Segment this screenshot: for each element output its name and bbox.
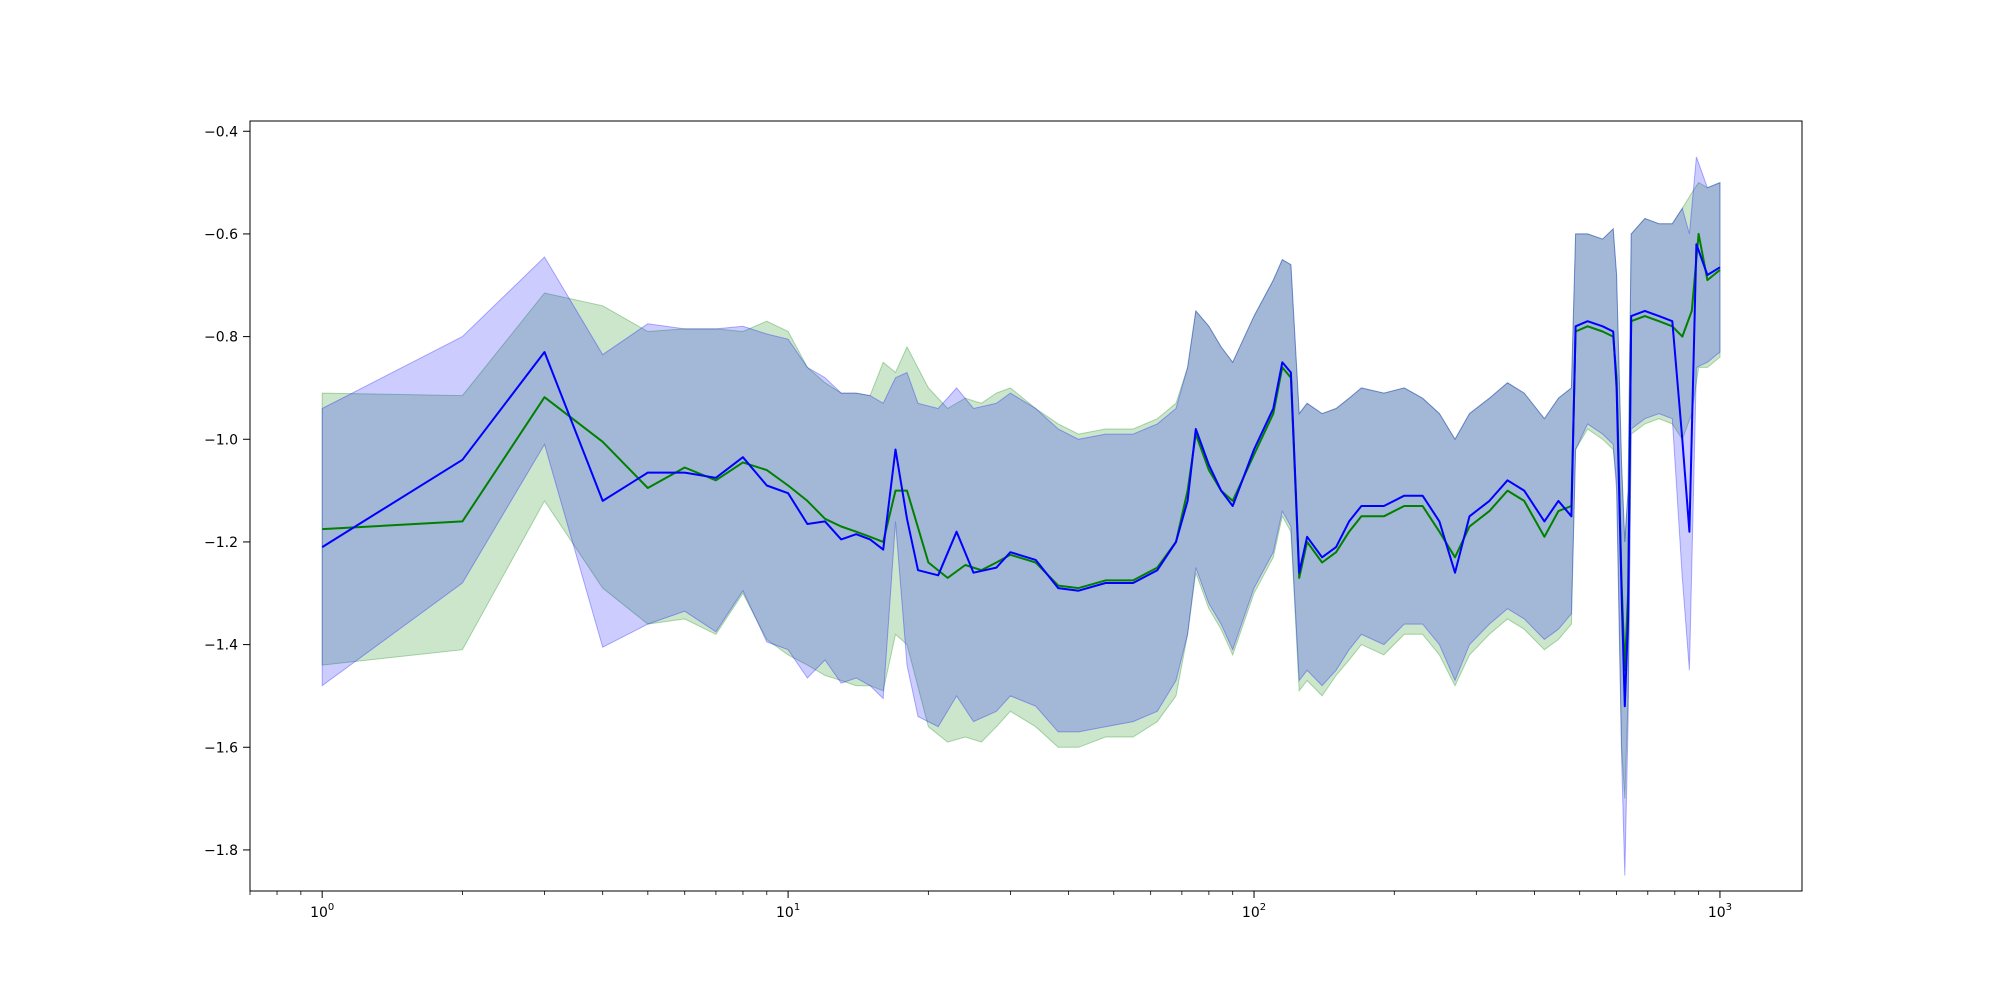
y-tick-label: −1.8 [204, 843, 238, 859]
y-tick-label: −1.0 [204, 432, 238, 448]
axes: 100 101 102 103 −0.4 −0.6 −0.8 −1.0 −1.2 −1.4 −1.6… [204, 120, 1803, 921]
y-tick-label: −1.2 [204, 535, 238, 551]
series-1-confidence-band [321, 181, 1721, 799]
series-2-confidence-band [321, 156, 1721, 876]
y-tick-label: −1.4 [204, 638, 238, 654]
x-tick-label: 100 [310, 902, 334, 921]
y-tick-label: −0.6 [204, 227, 238, 243]
y-tick-label: −0.8 [204, 330, 238, 346]
plot-area [321, 156, 1721, 876]
y-tick-label: −1.6 [204, 740, 238, 756]
x-tick-label: 102 [1242, 902, 1266, 921]
x-tick-label: 103 [1708, 902, 1732, 921]
series-2-line [321, 243, 1721, 708]
plot-frame [249, 120, 1803, 892]
x-tick-label: 101 [776, 902, 800, 921]
y-tick-label: −0.4 [204, 124, 238, 140]
